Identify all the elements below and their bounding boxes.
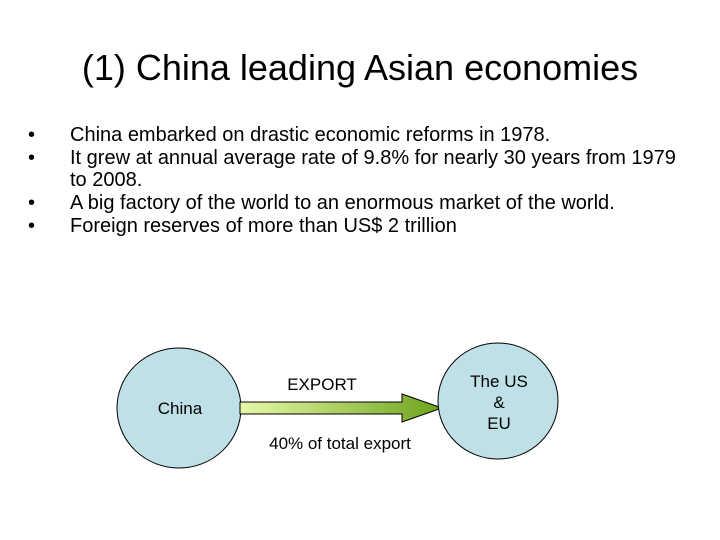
export-diagram: China EXPORT 40% of total export The US … [0, 330, 720, 490]
bullet-item: • It grew at annual average rate of 9.8%… [28, 147, 688, 191]
us-eu-label-line: The US [470, 372, 528, 391]
us-eu-label-line: & [493, 393, 505, 412]
bullet-text: It grew at annual average rate of 9.8% f… [70, 147, 676, 191]
bullet-marker: • [28, 215, 36, 237]
bullet-item: • China embarked on drastic economic ref… [28, 124, 688, 146]
us-eu-label-line: EU [487, 414, 511, 433]
bullet-text: Foreign reserves of more than US$ 2 tril… [70, 215, 457, 237]
bullet-list: • China embarked on drastic economic ref… [28, 124, 688, 238]
slide-title: (1) China leading Asian economies [81, 47, 639, 88]
bullet-text: China embarked on drastic economic refor… [70, 124, 551, 146]
bullet-text: A big factory of the world to an enormou… [70, 192, 615, 214]
diagram-graphic [116, 342, 559, 469]
bullet-marker: • [28, 124, 36, 146]
us-eu-label: The US & EU [464, 371, 534, 434]
bullet-item: • Foreign reserves of more than US$ 2 tr… [28, 215, 688, 237]
export-share-label: 40% of total export [269, 434, 411, 453]
export-arrow [239, 393, 444, 423]
bullet-marker: • [28, 192, 36, 214]
bullet-marker: • [28, 147, 36, 169]
bullet-item: • A big factory of the world to an enorm… [28, 192, 688, 214]
export-label: EXPORT [287, 375, 357, 394]
china-label: China [157, 399, 203, 418]
us-eu-circle [437, 342, 559, 460]
